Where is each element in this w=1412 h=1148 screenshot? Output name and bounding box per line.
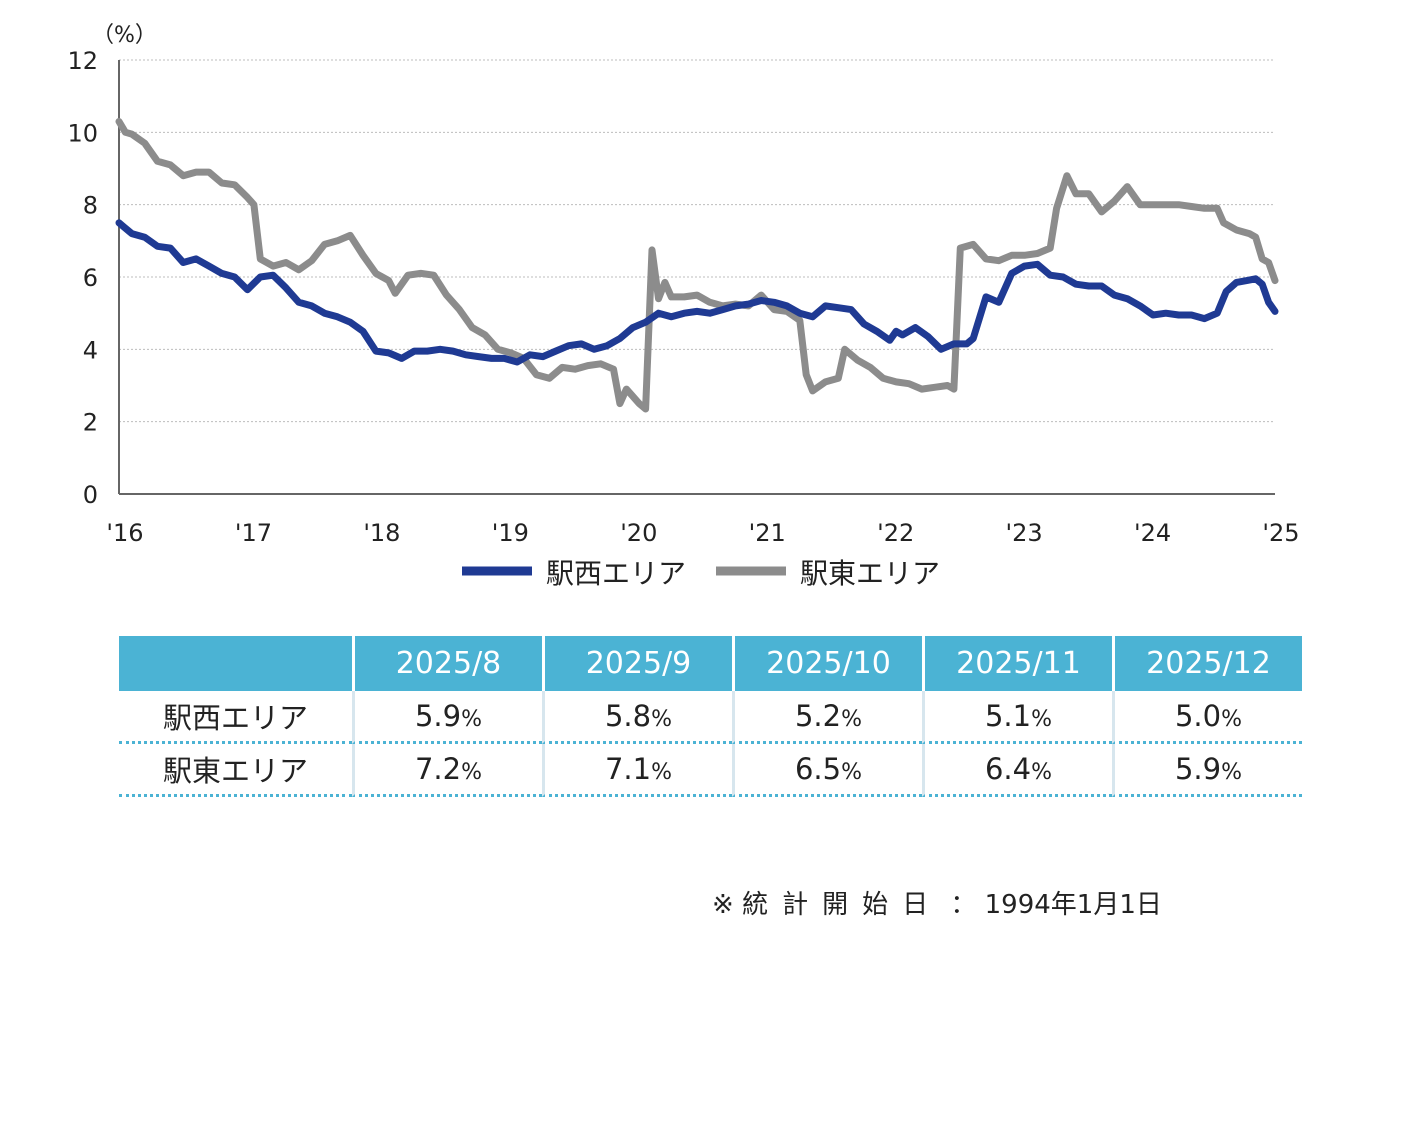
x-tick-label: '23: [1006, 519, 1043, 547]
cell-value: 5.9: [1174, 752, 1222, 786]
table-cell: 5.2%: [732, 691, 922, 744]
line-chart: 0 2 4 6 8 10 12 '16 '17 '18 '19 '20 '21 '22 '23 '24 '25…: [67, 23, 1299, 590]
footnote-separator: ：: [950, 890, 977, 920]
cell-value: 7.1: [604, 752, 652, 786]
table-row: 駅東エリア 7.2% 7.1% 6.5% 6.4% 5.9%: [119, 744, 1302, 797]
cell-unit: %: [651, 760, 673, 785]
y-tick-label: 0: [83, 481, 98, 509]
legend: 駅西エリア 駅東エリア: [462, 557, 940, 590]
cell-unit: %: [651, 707, 673, 732]
y-axis-unit-label: （%）: [92, 23, 157, 48]
y-tick-label: 2: [83, 409, 98, 437]
cell-value: 7.2: [414, 752, 462, 786]
legend-label: 駅西エリア: [546, 557, 686, 590]
x-tick-label: '22: [877, 519, 914, 547]
x-tick-label: '16: [106, 519, 143, 547]
table-header-row: 2025/8 2025/9 2025/10 2025/11 2025/12: [119, 636, 1302, 691]
footnote-label: 統計開始日: [742, 890, 943, 920]
cell-value: 5.1: [984, 699, 1032, 733]
x-axis-ticks: '16 '17 '18 '19 '20 '21 '22 '23 '24 '25: [106, 519, 1299, 547]
table-cell: 7.2%: [352, 744, 542, 797]
table-cell: 5.8%: [542, 691, 732, 744]
cell-unit: %: [461, 760, 483, 785]
cell-value: 5.0: [1174, 699, 1222, 733]
x-tick-label: '21: [749, 519, 786, 547]
table-header-cell: 2025/12: [1112, 636, 1302, 691]
y-tick-label: 4: [83, 336, 98, 364]
cell-value: 5.9: [414, 699, 462, 733]
table-row: 駅西エリア 5.9% 5.8% 5.2% 5.1% 5.0%: [119, 691, 1302, 744]
table-header-cell: 2025/9: [542, 636, 732, 691]
table-header-cell: 2025/8: [352, 636, 542, 691]
footnote-value: 1994年1月1日: [984, 890, 1162, 920]
series-line: [115, 219, 1279, 366]
table-cell: 6.5%: [732, 744, 922, 797]
table-header-cell: 2025/11: [922, 636, 1112, 691]
table-row-label: 駅西エリア: [119, 691, 352, 744]
series-lines: [115, 118, 1279, 413]
cell-unit: %: [1221, 760, 1243, 785]
table-cell: 5.1%: [922, 691, 1112, 744]
table-cell: 7.1%: [542, 744, 732, 797]
x-tick-label: '25: [1262, 519, 1299, 547]
y-tick-label: 6: [83, 264, 98, 292]
table-header-corner: [119, 636, 352, 691]
y-tick-label: 8: [83, 192, 98, 220]
table-cell: 5.9%: [352, 691, 542, 744]
table-body: 駅西エリア 5.9% 5.8% 5.2% 5.1% 5.0% 駅東エリア 7.2% 7.1% 6.…: [119, 691, 1302, 797]
series-line: [115, 118, 1279, 413]
table-cell: 5.0%: [1112, 691, 1302, 744]
y-axis-ticks: 0 2 4 6 8 10 12: [67, 47, 98, 509]
cell-unit: %: [1031, 760, 1053, 785]
cell-unit: %: [841, 760, 863, 785]
cell-value: 6.5: [794, 752, 842, 786]
grid-lines: [119, 59, 1275, 423]
rate-table: 2025/8 2025/9 2025/10 2025/11 2025/12 駅西エリア 5…: [119, 636, 1302, 797]
x-tick-label: '20: [620, 519, 657, 547]
cell-value: 5.2: [794, 699, 842, 733]
table-cell: 5.9%: [1112, 744, 1302, 797]
cell-value: 5.8: [604, 699, 652, 733]
y-tick-label: 12: [67, 47, 98, 75]
cell-unit: %: [1031, 707, 1053, 732]
legend-label: 駅東エリア: [800, 557, 940, 590]
table-cell: 6.4%: [922, 744, 1112, 797]
cell-unit: %: [841, 707, 863, 732]
table-header-cell: 2025/10: [732, 636, 922, 691]
footnote: ※ 統計開始日 ： 1994年1月1日: [712, 884, 1282, 921]
y-tick-label: 10: [67, 119, 98, 147]
table-row-label: 駅東エリア: [119, 744, 352, 797]
x-tick-label: '17: [235, 519, 272, 547]
cell-unit: %: [461, 707, 483, 732]
cell-unit: %: [1221, 707, 1243, 732]
x-tick-label: '24: [1134, 519, 1171, 547]
footnote-prefix: ※: [712, 890, 734, 920]
cell-value: 6.4: [984, 752, 1032, 786]
x-tick-label: '18: [363, 519, 400, 547]
x-tick-label: '19: [492, 519, 529, 547]
